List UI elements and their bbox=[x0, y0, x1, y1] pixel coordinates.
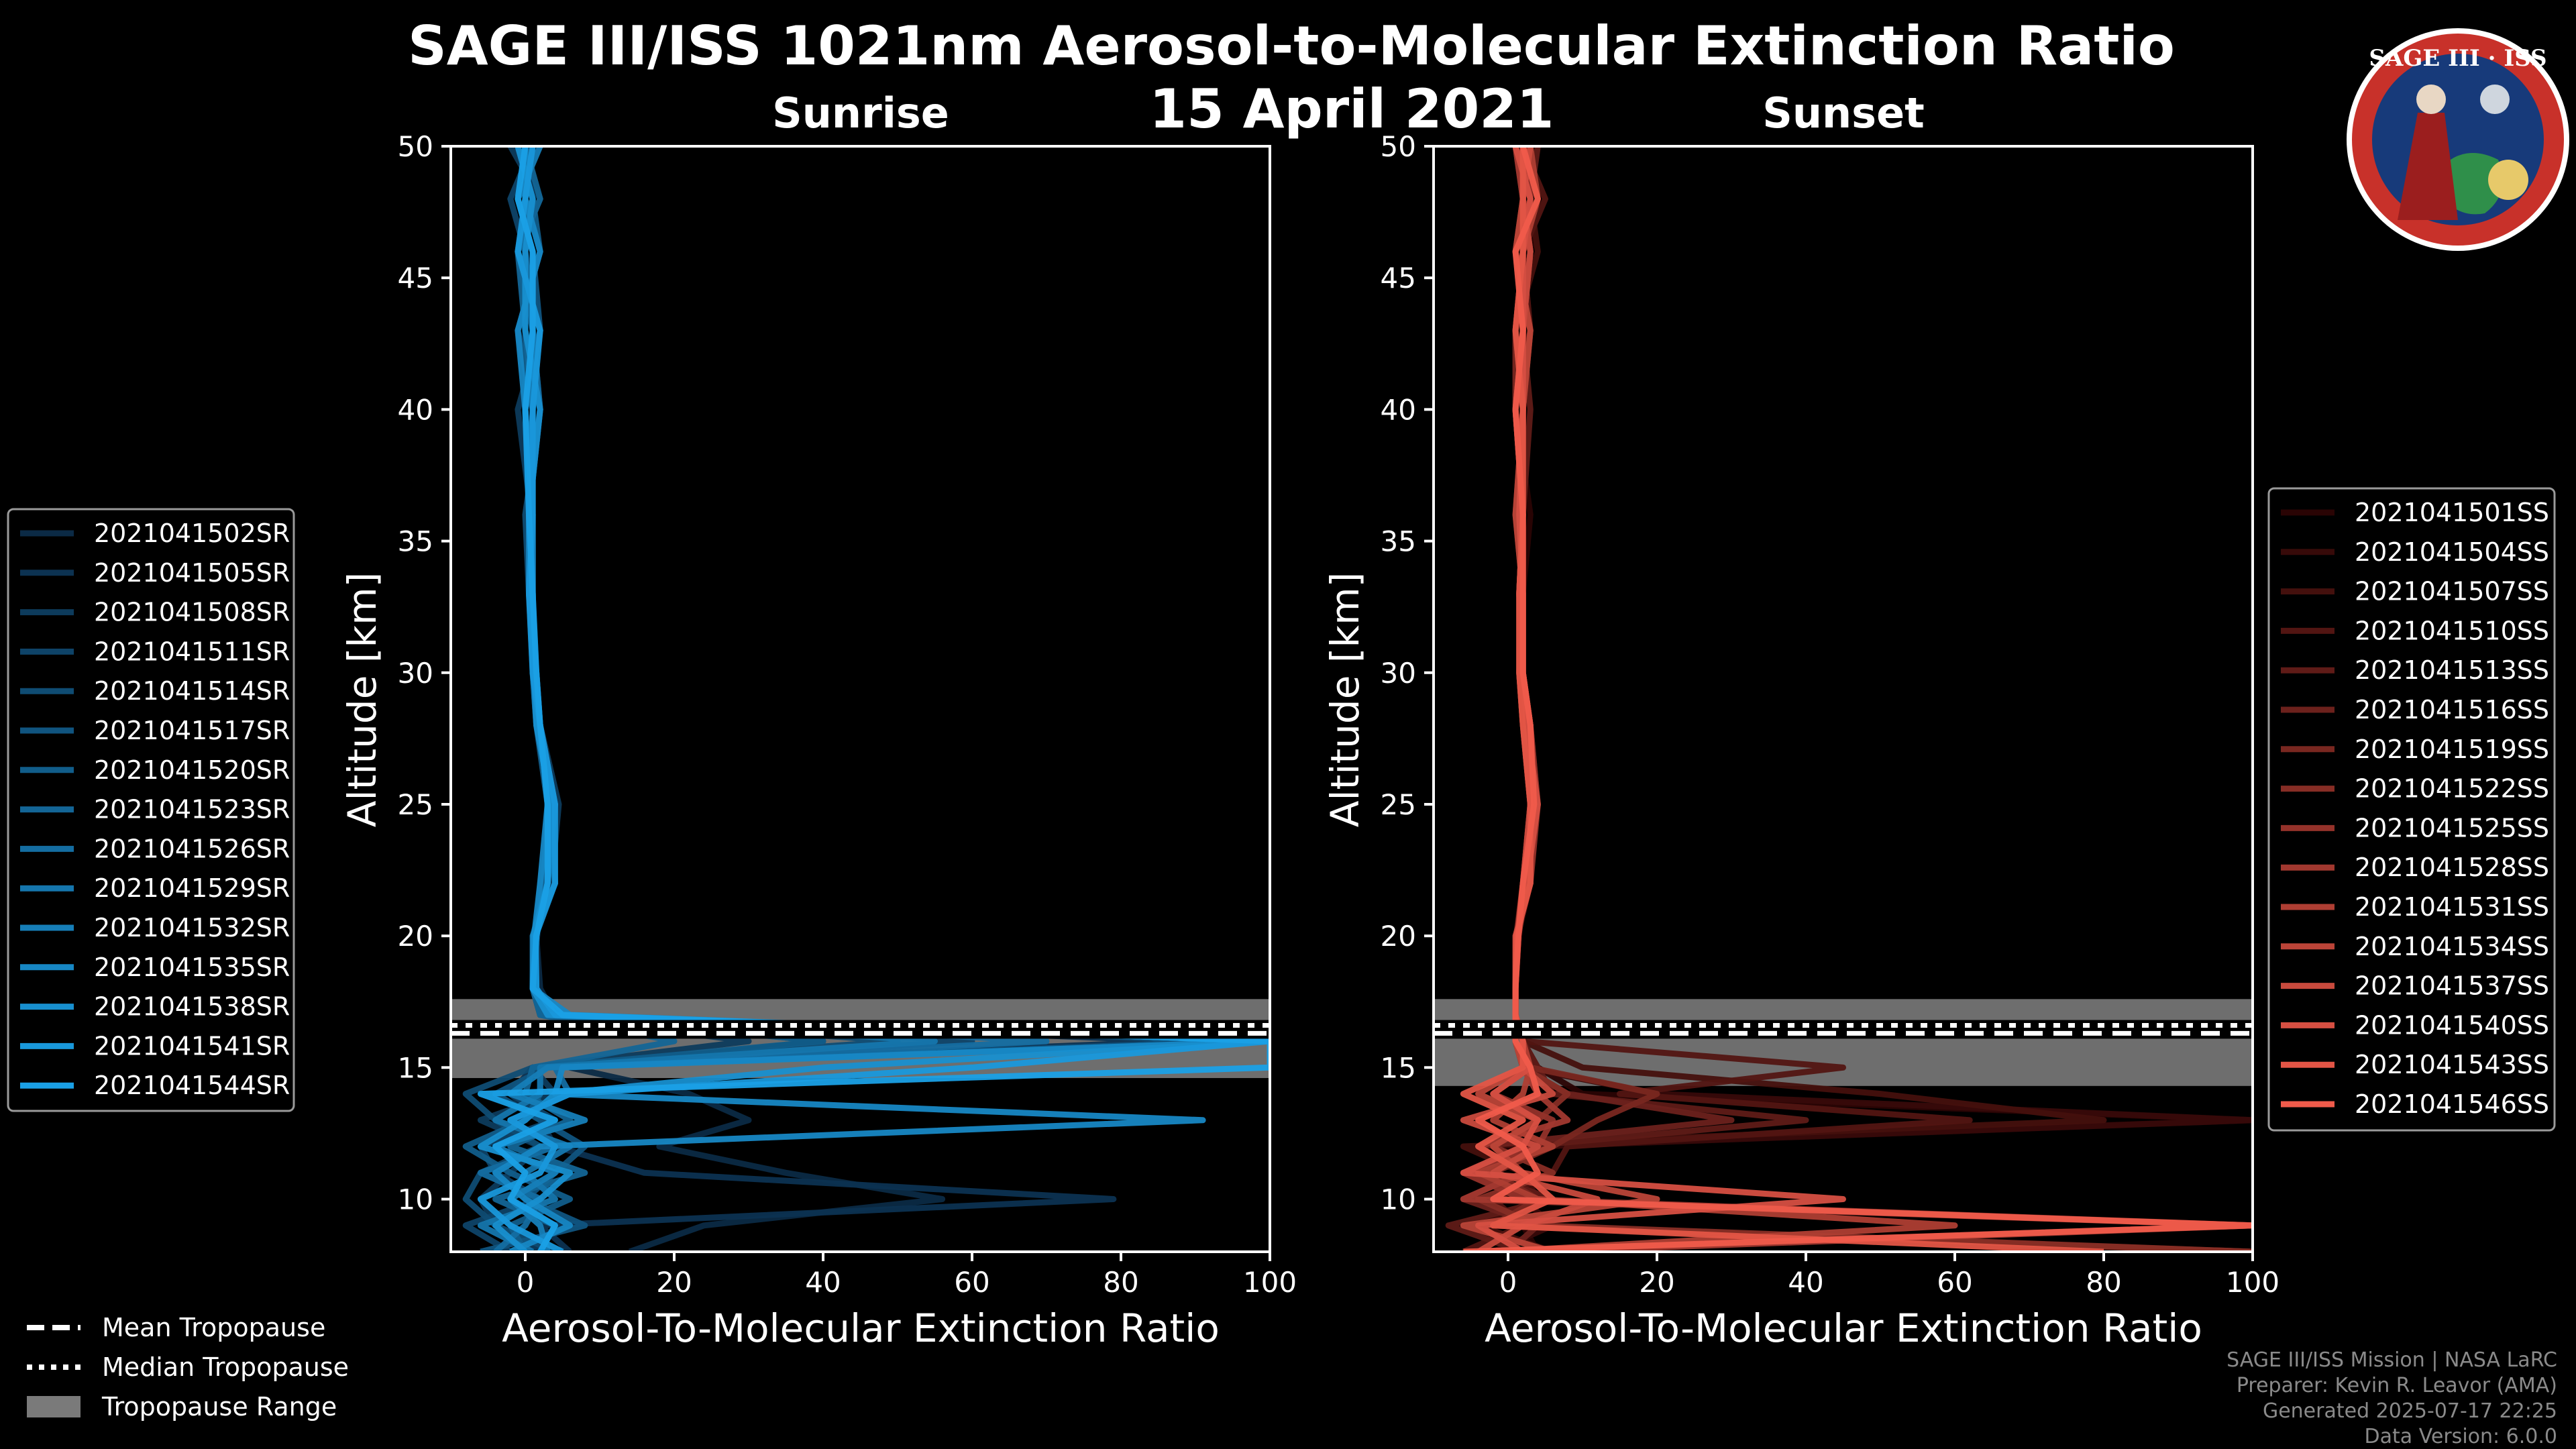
legend-swatch bbox=[27, 1396, 80, 1417]
figure-title: SAGE III/ISS 1021nm Aerosol-to-Molecular… bbox=[408, 15, 2175, 77]
legend-entry-label: 2021041501SS bbox=[2355, 498, 2549, 527]
profile-line-2021041538SR bbox=[477, 146, 1270, 1252]
y-tick-label: 40 bbox=[398, 393, 433, 426]
x-tick-label: 100 bbox=[2226, 1266, 2279, 1299]
legend-entry-label: 2021041508SR bbox=[94, 598, 290, 627]
sunset-y-axis-label: Altitude [km] bbox=[1322, 572, 1368, 827]
profile-line-2021041544SR bbox=[477, 146, 1270, 1252]
sunset-panel-title: Sunset bbox=[1762, 89, 1925, 138]
x-tick-label: 40 bbox=[805, 1266, 841, 1299]
x-tick-label: 80 bbox=[1103, 1266, 1138, 1299]
profile-line-2021041541SR bbox=[477, 146, 1270, 1252]
legend-entry-label: 2021041540SS bbox=[2355, 1010, 2549, 1040]
sage-iii-iss-mission-patch-logo: SAGE III · ISS bbox=[2347, 28, 2569, 251]
y-tick-label: 15 bbox=[398, 1051, 433, 1084]
legend-entry-label: 2021041546SS bbox=[2355, 1089, 2549, 1119]
sunset-x-axis-label: Aerosol-To-Molecular Extinction Ratio bbox=[1485, 1305, 2202, 1351]
x-tick-label: 0 bbox=[517, 1266, 535, 1299]
x-tick-label: 40 bbox=[1788, 1266, 1823, 1299]
legend-entry-label: 2021041511SR bbox=[94, 637, 290, 666]
x-tick-label: 60 bbox=[1937, 1266, 1972, 1299]
legend-entry-label: 2021041505SR bbox=[94, 558, 290, 588]
credit-line: SAGE III/ISS Mission | NASA LaRC bbox=[2226, 1348, 2557, 1372]
legend-frame bbox=[2267, 487, 2556, 1132]
tropopause-legend: Mean Tropopause Median Tropopause Tropopau… bbox=[27, 1313, 349, 1421]
x-tick-label: 20 bbox=[1639, 1266, 1674, 1299]
y-tick-label: 20 bbox=[398, 920, 433, 953]
legend-entry-label: 2021041535SR bbox=[94, 953, 290, 982]
legend-entry-label: 2021041520SR bbox=[94, 755, 290, 785]
legend-frame bbox=[7, 508, 295, 1112]
profile-line-2021041546SS bbox=[1463, 146, 2253, 1252]
x-tick-label: 100 bbox=[1243, 1266, 1297, 1299]
y-tick-label: 10 bbox=[398, 1183, 433, 1216]
legend-entry-label: Tropopause Range bbox=[101, 1392, 337, 1421]
plot-frame bbox=[449, 145, 1271, 1253]
sunrise-y-axis-label: Altitude [km] bbox=[339, 572, 385, 827]
y-tick-label: 35 bbox=[398, 525, 433, 558]
legend-entry-label: 2021041525SS bbox=[2355, 813, 2549, 843]
y-tick-label: 10 bbox=[1381, 1183, 1416, 1216]
sunrise-x-axis-label: Aerosol-To-Molecular Extinction Ratio bbox=[502, 1305, 1220, 1351]
legend-entry-label: 2021041504SS bbox=[2355, 537, 2549, 567]
legend-entry-label: 2021041526SR bbox=[94, 834, 290, 863]
legend-entry-label: 2021041529SR bbox=[94, 873, 290, 903]
sunrise-panel-title: Sunrise bbox=[772, 89, 949, 138]
x-tick-label: 0 bbox=[1499, 1266, 1517, 1299]
y-tick-label: 45 bbox=[398, 262, 433, 294]
y-tick-label: 15 bbox=[1381, 1051, 1416, 1084]
legend-entry-label: 2021041543SS bbox=[2355, 1050, 2549, 1079]
y-tick-label: 30 bbox=[398, 657, 433, 690]
legend-entry-label: Median Tropopause bbox=[102, 1352, 349, 1382]
legend-entry-label: Mean Tropopause bbox=[102, 1313, 325, 1342]
y-tick-label: 50 bbox=[398, 130, 433, 163]
legend-entry-label: 2021041538SR bbox=[94, 992, 290, 1022]
y-tick-label: 20 bbox=[1381, 920, 1416, 953]
legend-entry-label: 2021041510SS bbox=[2355, 616, 2549, 645]
legend-entry-label: 2021041523SR bbox=[94, 795, 290, 824]
profile-line-2021041517SR bbox=[480, 146, 1236, 1252]
legend-entry-label: 2021041522SS bbox=[2355, 774, 2549, 804]
legend-entry-label: 2021041541SR bbox=[94, 1031, 290, 1061]
sunrise-legend: 2021041502SR 2021041505SR 2021041508SR 2021… bbox=[7, 508, 295, 1112]
legend-entry-label: 2021041513SS bbox=[2355, 655, 2549, 685]
legend-entry-label: 2021041516SS bbox=[2355, 695, 2549, 724]
y-tick-label: 40 bbox=[1381, 393, 1416, 426]
legend-entry-label: 2021041517SR bbox=[94, 716, 290, 745]
legend-entry-label: 2021041502SR bbox=[94, 519, 290, 548]
y-tick-label: 35 bbox=[1381, 525, 1416, 558]
plot-frame bbox=[1432, 145, 2254, 1253]
credits: SAGE III/ISS Mission | NASA LaRC Prepare… bbox=[2226, 1348, 2557, 1448]
credit-line: Preparer: Kevin R. Leavor (AMA) bbox=[2237, 1374, 2557, 1397]
sunrise-panel: Sunrise Altitude [km] Aerosol-To-Molecul… bbox=[339, 89, 1297, 1351]
y-tick-label: 45 bbox=[1381, 262, 1416, 294]
y-tick-label: 25 bbox=[1381, 788, 1416, 821]
legend-entry-label: 2021041537SS bbox=[2355, 971, 2549, 1001]
sunset-panel: Sunset Altitude [km] Aerosol-To-Molecula… bbox=[1322, 89, 2279, 1351]
figure-date: 15 April 2021 bbox=[1149, 78, 1554, 140]
legend-entry-label: 2021041532SR bbox=[94, 913, 290, 943]
svg-text:SAGE III · ISS: SAGE III · ISS bbox=[2369, 45, 2546, 72]
legend-entry-label: 2021041528SS bbox=[2355, 853, 2549, 882]
legend-entry-label: 2021041507SS bbox=[2355, 577, 2549, 606]
legend-entry-label: 2021041534SS bbox=[2355, 932, 2549, 961]
x-tick-label: 80 bbox=[2086, 1266, 2121, 1299]
y-tick-label: 25 bbox=[398, 788, 433, 821]
y-tick-label: 50 bbox=[1381, 130, 1416, 163]
x-tick-label: 20 bbox=[656, 1266, 692, 1299]
sunset-legend: 2021041501SS 2021041504SS 2021041507SS 2021… bbox=[2267, 487, 2556, 1132]
legend-entry-label: 2021041531SS bbox=[2355, 892, 2549, 922]
x-tick-label: 60 bbox=[954, 1266, 989, 1299]
credit-line: Generated 2025-07-17 22:25 bbox=[2263, 1399, 2557, 1423]
credit-line: Data Version: 6.0.0 bbox=[2365, 1425, 2557, 1448]
legend-entry-label: 2021041519SS bbox=[2355, 735, 2549, 764]
legend-entry-label: 2021041514SR bbox=[94, 676, 290, 706]
y-tick-label: 30 bbox=[1381, 657, 1416, 690]
legend-entry-label: 2021041544SR bbox=[94, 1071, 290, 1100]
